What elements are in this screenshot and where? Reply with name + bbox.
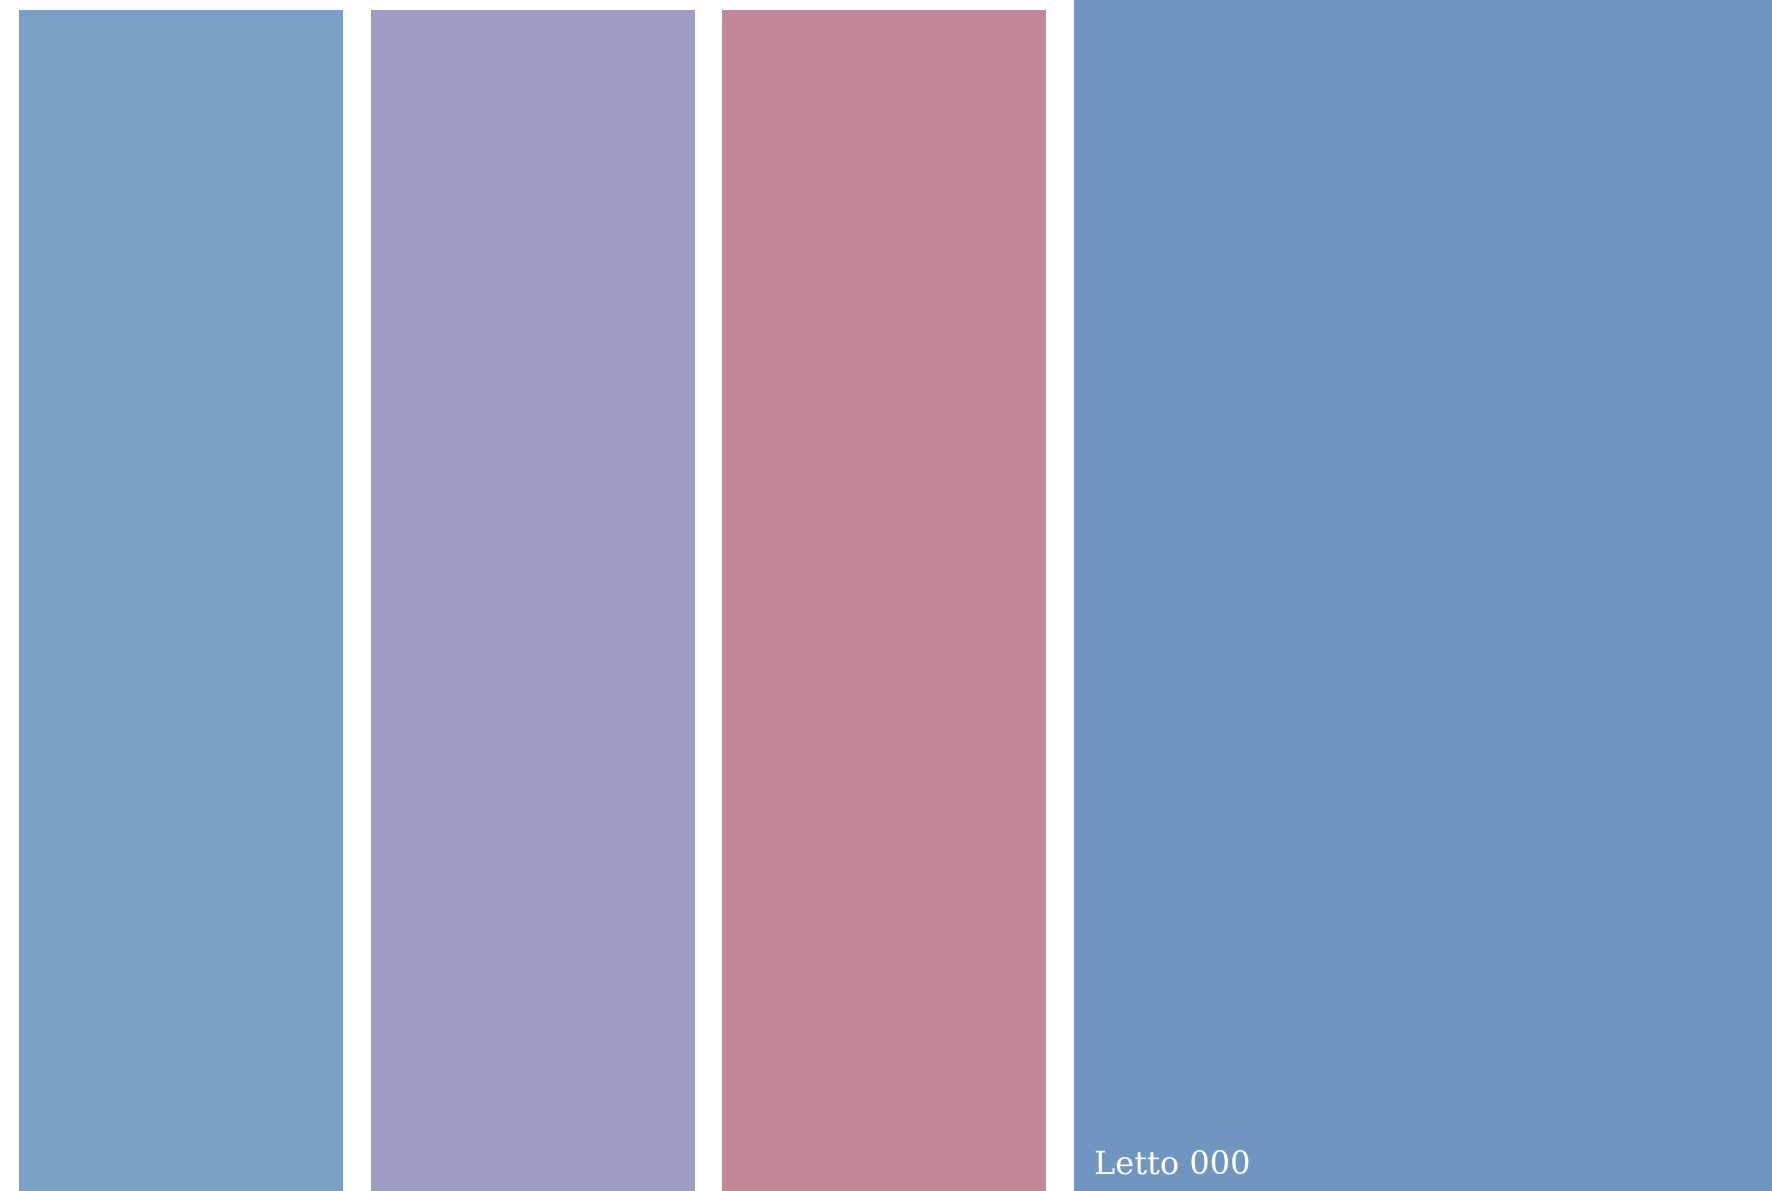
color-panel-4[interactable]: Letto 000	[1074, 0, 1772, 1191]
color-panel-1[interactable]	[19, 10, 343, 1191]
color-panel-2[interactable]	[371, 10, 695, 1191]
color-panel-3[interactable]	[722, 10, 1046, 1191]
panel-label: Letto 000	[1094, 1144, 1251, 1182]
